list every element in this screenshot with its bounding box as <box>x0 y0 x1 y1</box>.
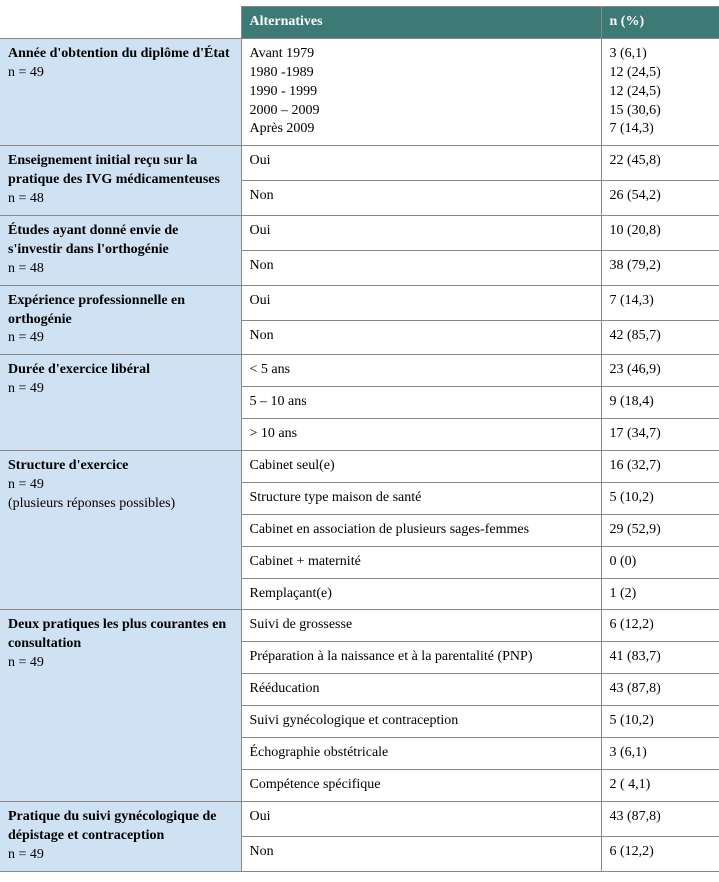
row-label: Enseignement initial reçu sur la pratiqu… <box>0 146 241 216</box>
cell-value: 43 (87,8) <box>601 801 719 836</box>
cell-value: 22 (45,8) <box>601 146 719 181</box>
cell-value: 42 (85,7) <box>601 320 719 355</box>
cell-alternative: Préparation à la naissance et à la paren… <box>241 642 601 674</box>
cell-value: 10 (20,8) <box>601 216 719 251</box>
cell-value: 5 (10,2) <box>601 482 719 514</box>
row-label-title: Expérience professionnelle en orthogénie <box>8 292 233 330</box>
cell-alternative: Suivi de grossesse <box>241 610 601 642</box>
row-label-title: Études ayant donné envie de s'investir d… <box>8 222 233 260</box>
cell-alternative: > 10 ans <box>241 419 601 451</box>
row-label-note: (plusieurs réponses possibles) <box>8 495 233 514</box>
table-row: Études ayant donné envie de s'investir d… <box>0 216 719 251</box>
row-label: Année d'obtention du diplôme d'Étatn = 4… <box>0 38 241 145</box>
table-row: Enseignement initial reçu sur la pratiqu… <box>0 146 719 181</box>
cell-alternative: Cabinet seul(e) <box>241 451 601 483</box>
table-container: Alternatives n (%) Année d'obtention du … <box>0 0 719 882</box>
cell-value: 16 (32,7) <box>601 451 719 483</box>
cell-value: 29 (52,9) <box>601 514 719 546</box>
table-row: Pratique du suivi gynécologique de dépis… <box>0 801 719 836</box>
cell-alternative: Non <box>241 320 601 355</box>
table-header-row: Alternatives n (%) <box>0 7 719 39</box>
row-label: Pratique du suivi gynécologique de dépis… <box>0 801 241 871</box>
table-row: Deux pratiques les plus courantes en con… <box>0 610 719 642</box>
cell-value: 1 (2) <box>601 578 719 610</box>
cell-alternative: Suivi gynécologique et contraception <box>241 706 601 738</box>
cell-value: 6 (12,2) <box>601 610 719 642</box>
cell-alternative: < 5 ans <box>241 355 601 387</box>
cell-value: 3 (6,1) <box>601 738 719 770</box>
cell-alternative: Compétence spécifique <box>241 769 601 801</box>
cell-value: 43 (87,8) <box>601 674 719 706</box>
row-label-sub: n = 49 <box>8 380 233 399</box>
cell-value: 6 (12,2) <box>601 836 719 871</box>
cell-alternative: Structure type maison de santé <box>241 482 601 514</box>
cell-value: 23 (46,9) <box>601 355 719 387</box>
cell-alternative: Oui <box>241 146 601 181</box>
row-label: Durée d'exercice libéraln = 49 <box>0 355 241 451</box>
row-label-title: Deux pratiques les plus courantes en con… <box>8 616 233 654</box>
table-row: Expérience professionnelle en orthogénie… <box>0 285 719 320</box>
row-label-title: Année d'obtention du diplôme d'État <box>8 45 233 64</box>
cell-value: 9 (18,4) <box>601 387 719 419</box>
row-label: Deux pratiques les plus courantes en con… <box>0 610 241 801</box>
cell-alternative: Rééducation <box>241 674 601 706</box>
cell-value: 0 (0) <box>601 546 719 578</box>
row-label-title: Structure d'exercice <box>8 457 233 476</box>
row-label: Structure d'exercicen = 49(plusieurs rép… <box>0 451 241 610</box>
row-label-sub: n = 49 <box>8 329 233 348</box>
header-empty <box>0 7 241 39</box>
row-label-title: Durée d'exercice libéral <box>8 361 233 380</box>
cell-value: 7 (14,3) <box>601 285 719 320</box>
cell-alternative: Échographie obstétricale <box>241 738 601 770</box>
row-label-sub: n = 48 <box>8 190 233 209</box>
table-row: Durée d'exercice libéraln = 49< 5 ans23 … <box>0 355 719 387</box>
row-label-sub: n = 49 <box>8 654 233 673</box>
table-body: Année d'obtention du diplôme d'Étatn = 4… <box>0 38 719 871</box>
row-label-sub: n = 49 <box>8 64 233 83</box>
row-label: Études ayant donné envie de s'investir d… <box>0 216 241 286</box>
cell-alternative: Remplaçant(e) <box>241 578 601 610</box>
row-label-title: Pratique du suivi gynécologique de dépis… <box>8 808 233 846</box>
cell-alternative: Non <box>241 250 601 285</box>
cell-alternative: Oui <box>241 216 601 251</box>
cell-alternative: Non <box>241 181 601 216</box>
cell-alternative: Cabinet + maternité <box>241 546 601 578</box>
table-row: Année d'obtention du diplôme d'Étatn = 4… <box>0 38 719 145</box>
cell-alternative: Oui <box>241 285 601 320</box>
header-alternatives: Alternatives <box>241 7 601 39</box>
cell-value: 38 (79,2) <box>601 250 719 285</box>
cell-value: 41 (83,7) <box>601 642 719 674</box>
cell-value: 3 (6,1) 12 (24,5) 12 (24,5) 15 (30,6) 7 … <box>601 38 719 145</box>
cell-value: 17 (34,7) <box>601 419 719 451</box>
row-label-sub: n = 49 <box>8 476 233 495</box>
header-n-pct: n (%) <box>601 7 719 39</box>
cell-alternative: Non <box>241 836 601 871</box>
cell-value: 2 ( 4,1) <box>601 769 719 801</box>
data-table: Alternatives n (%) Année d'obtention du … <box>0 6 719 872</box>
row-label: Expérience professionnelle en orthogénie… <box>0 285 241 355</box>
cell-alternative: Avant 1979 1980 -1989 1990 - 1999 2000 –… <box>241 38 601 145</box>
table-row: Structure d'exercicen = 49(plusieurs rép… <box>0 451 719 483</box>
cell-alternative: Cabinet en association de plusieurs sage… <box>241 514 601 546</box>
cell-value: 26 (54,2) <box>601 181 719 216</box>
cell-value: 5 (10,2) <box>601 706 719 738</box>
cell-alternative: Oui <box>241 801 601 836</box>
cell-alternative: 5 – 10 ans <box>241 387 601 419</box>
row-label-title: Enseignement initial reçu sur la pratiqu… <box>8 152 233 190</box>
row-label-sub: n = 48 <box>8 260 233 279</box>
row-label-sub: n = 49 <box>8 846 233 865</box>
